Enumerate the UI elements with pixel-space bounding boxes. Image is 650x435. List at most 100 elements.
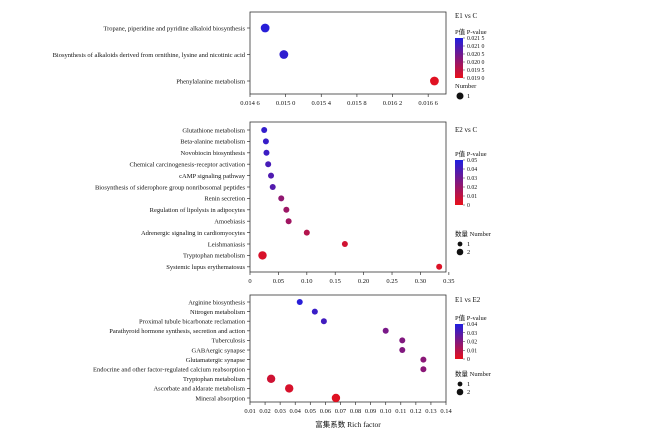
x-tick-label: 0.015 4 xyxy=(312,100,332,107)
category-label: Glutathione metabolism xyxy=(182,127,245,134)
panel-title: E1 vs E2 xyxy=(455,296,481,304)
size-legend-label: 1 xyxy=(467,381,470,388)
category-label: Adrenergic signaling in cardiomyocytes xyxy=(141,230,246,237)
category-label: Tropane, piperidine and pyridine alkaloi… xyxy=(103,25,245,32)
category-label: Glutamatergic synapse xyxy=(186,357,245,364)
x-tick-label: 0.11 xyxy=(395,408,406,415)
data-point xyxy=(262,138,269,145)
chart-panel-2: 0 0.05 0.10 0.15 0.20 0.25 0.30 0.35 Glutathione… xyxy=(95,121,492,285)
category-label: cAMP signaling pathway xyxy=(179,173,246,180)
x-tick-label: 0.016 2 xyxy=(383,100,403,107)
colorbar-tick-label: 0.04 xyxy=(467,167,477,173)
colorbar xyxy=(455,160,463,205)
size-legend-title: Number xyxy=(455,83,477,90)
size-legend-label: 2 xyxy=(467,389,470,396)
x-tick-label: 0.12 xyxy=(410,408,421,415)
category-label: Tryptophan metabolism xyxy=(183,253,245,260)
x-tick-label: 0.09 xyxy=(365,408,376,415)
size-legend-label: 1 xyxy=(467,93,470,100)
colorbar-tick-label: 0.04 xyxy=(467,322,477,328)
data-point xyxy=(285,384,294,393)
x-tick-label: 0.05 xyxy=(305,408,316,415)
colorbar-tick-label: 0.020 5 xyxy=(467,52,484,58)
data-point xyxy=(268,172,275,179)
data-point xyxy=(320,318,327,325)
data-point xyxy=(296,299,303,305)
data-point xyxy=(430,76,439,86)
category-label: Proximal tubule bicarbonate reclamation xyxy=(139,319,246,326)
chart-panel-3: 0.01 0.02 0.03 0.04 0.05 0.06 0.07 0.08 0.09 0.10… xyxy=(93,294,492,415)
colorbar-tick-label: 0.020 0 xyxy=(467,60,484,66)
x-tick-label: 0.08 xyxy=(350,408,361,415)
x-tick-label: 0.35 xyxy=(443,278,454,285)
x-tick-label: 0.015 8 xyxy=(347,100,367,107)
category-label: Tryptophan metabolism xyxy=(183,376,245,383)
plot-frame xyxy=(249,11,447,95)
category-label: Tuberculosis xyxy=(212,338,246,345)
x-tick-label: 0 xyxy=(248,278,251,285)
x-tick-label: 0.10 xyxy=(380,408,391,415)
category-label: Regulation of lipolysis in adipocytes xyxy=(150,207,246,214)
category-label: Mineral absorption xyxy=(195,395,245,402)
x-axis-label: 富集系数 Rich factor xyxy=(315,419,381,429)
colorbar-tick-label: 0.03 xyxy=(467,176,477,182)
category-label: GABAergic synapse xyxy=(192,347,246,354)
x-tick-label: 0.07 xyxy=(335,408,347,415)
size-legend-label: 2 xyxy=(467,249,470,256)
data-point xyxy=(341,241,348,247)
data-point xyxy=(331,393,341,403)
colorbar-tick-label: 0 xyxy=(467,203,470,209)
colorbar-title: P值 P-value xyxy=(455,149,487,158)
category-label: Novobiocin biosynthesis xyxy=(181,150,246,157)
data-point xyxy=(399,347,406,353)
x-tick-label: 0.20 xyxy=(358,278,369,285)
data-point xyxy=(261,127,268,133)
data-point xyxy=(278,195,285,202)
size-legend-dot xyxy=(456,248,464,256)
size-legend-label: 1 xyxy=(467,241,470,248)
x-tick-label: 0.015 0 xyxy=(276,100,296,107)
category-label: Parathyroid hormone synthesis, secretion… xyxy=(109,328,245,335)
data-point xyxy=(420,366,427,373)
data-point xyxy=(258,251,267,260)
x-tick-label: 0.25 xyxy=(386,278,397,285)
data-point xyxy=(265,161,272,168)
data-point xyxy=(279,50,289,59)
plot-frame xyxy=(249,121,447,273)
x-tick-label: 0.01 xyxy=(244,408,255,415)
category-label: Biosynthesis of siderophore group nonrib… xyxy=(95,184,245,191)
size-legend-dot xyxy=(456,388,464,396)
colorbar xyxy=(455,324,463,359)
x-tick-label: 0.03 xyxy=(274,408,285,415)
data-point xyxy=(269,184,276,190)
colorbar-tick-label: 0.02 xyxy=(467,185,477,191)
colorbar-tick-label: 0.019 0 xyxy=(467,76,484,82)
colorbar-tick-label: 0.021 5 xyxy=(467,36,484,42)
data-point xyxy=(382,327,389,334)
x-tick-label: 0.13 xyxy=(425,408,436,415)
data-point xyxy=(311,308,318,315)
x-tick-label: 0.30 xyxy=(415,278,426,285)
x-tick-label: 0.016 6 xyxy=(418,100,438,107)
category-label: Ascorbate and aldarate metabolism xyxy=(153,386,245,393)
colorbar-tick-label: 0.021 0 xyxy=(467,44,484,50)
data-point xyxy=(263,149,270,156)
data-point xyxy=(420,356,427,363)
data-point xyxy=(260,23,270,33)
size-legend-title: 数量 Number xyxy=(455,229,492,238)
x-tick-label: 0.06 xyxy=(320,408,332,415)
panel-title: E2 vs C xyxy=(455,126,478,134)
x-tick-label: 0.14 xyxy=(440,408,452,415)
category-label: Phenylalanine metabolism xyxy=(176,78,245,85)
data-point xyxy=(436,263,443,270)
size-legend-title: 数量 Number xyxy=(455,369,492,378)
x-tick-label: 0.04 xyxy=(290,408,302,415)
data-point xyxy=(303,229,310,236)
colorbar-tick-label: 0 xyxy=(467,357,470,363)
x-tick-label: 0.014 6 xyxy=(240,100,260,107)
data-point xyxy=(285,218,292,225)
colorbar-tick-label: 0.03 xyxy=(467,331,477,337)
category-label: Systemic lupus erythematosus xyxy=(166,264,245,271)
colorbar-tick-label: 0.01 xyxy=(467,348,477,354)
